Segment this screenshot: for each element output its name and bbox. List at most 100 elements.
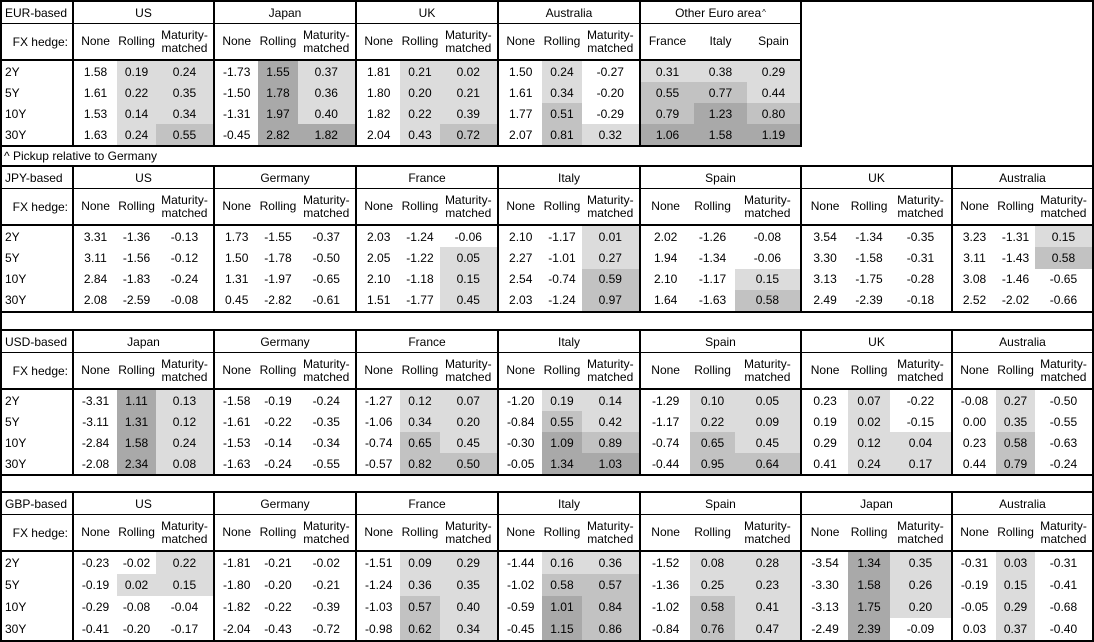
- subheader-label: Maturity-matched: [444, 356, 492, 384]
- value-cell: -1.02: [507, 578, 535, 592]
- value-cell: 2.54: [509, 272, 533, 287]
- value-cell: -0.13: [170, 229, 199, 244]
- value-cell: 0.24: [155, 61, 213, 82]
- value-cell: -3.30: [811, 578, 839, 592]
- value-cell: 0.22: [690, 411, 735, 432]
- group-country-name: Italy: [499, 167, 639, 189]
- value-cell: 0.79: [996, 453, 1035, 474]
- group-country-name: Australia: [953, 167, 1092, 189]
- subheader-label: Italy: [709, 34, 732, 49]
- value-cell: 0.28: [734, 552, 800, 574]
- value-cell: 0.58: [1034, 247, 1092, 269]
- table-row: -0.41 -0.20 -0.17: [74, 618, 213, 640]
- table-row: 1.94 -1.34 -0.06: [641, 247, 800, 268]
- value-cell: 0.84: [581, 596, 639, 618]
- value-cell: 1.77: [509, 106, 533, 121]
- value-cell: 0.35: [889, 552, 951, 574]
- value-cell: -0.74: [651, 435, 680, 450]
- value-cell: 0.95: [690, 453, 735, 474]
- subheader-label: Rolling: [997, 363, 1034, 378]
- value-cell: -3.31: [81, 393, 110, 408]
- value-cell: 0.27: [996, 390, 1035, 411]
- value-cell: -1.77: [406, 293, 434, 308]
- group-france: France None Rolling Maturity-matched -1.51 0.…: [355, 493, 497, 640]
- value-cell: 0.20: [439, 411, 497, 432]
- value-cell: 0.29: [746, 61, 800, 82]
- value-cell: -2.39: [855, 293, 883, 308]
- table-row: 0.55 0.77 0.44: [641, 82, 800, 103]
- value-cell: 1.75: [848, 596, 890, 618]
- value-cell: 0.25: [690, 574, 735, 596]
- subheader-label: None: [222, 34, 252, 49]
- table-row: 0.31 0.38 0.29: [641, 61, 800, 82]
- subheader-label: Maturity-matched: [444, 192, 492, 220]
- subheader-label: Rolling: [118, 34, 155, 49]
- value-cell: -1.80: [223, 578, 251, 592]
- value-cell: -0.50: [1049, 393, 1078, 408]
- value-cell: -0.98: [365, 622, 393, 636]
- value-cell: -0.24: [264, 456, 292, 471]
- value-cell: 0.15: [155, 574, 213, 596]
- value-cell: -0.59: [507, 600, 535, 614]
- group-australia: Australia None Rolling Maturity-matched -0.3…: [951, 493, 1092, 640]
- value-cell: -2.49: [811, 622, 839, 636]
- base-currency-label: JPY-based: [2, 167, 72, 189]
- value-cell: -0.40: [1049, 622, 1078, 636]
- value-cell: -0.41: [1049, 578, 1078, 592]
- value-cell: 0.12: [400, 390, 440, 411]
- value-cell: 1.97: [258, 103, 298, 124]
- value-cell: -1.22: [406, 250, 434, 265]
- subheader-label: Maturity-matched: [586, 356, 634, 384]
- value-cell: 1.73: [225, 229, 249, 244]
- subheader-label: Maturity-matched: [897, 356, 944, 384]
- table-row: -1.27 0.12 0.07: [357, 390, 497, 411]
- value-cell: 1.34: [542, 453, 582, 474]
- subheader-label: None: [222, 525, 252, 540]
- value-cell: -1.50: [223, 85, 251, 100]
- subheader-label: Maturity-matched: [744, 192, 791, 220]
- table-eur-based: EUR-based FX hedge: 2Y 5Y 10Y 30Y US None Rollin…: [0, 0, 802, 147]
- tenor-row-label: 10Y: [5, 272, 27, 287]
- table-row: 0.29 0.12 0.04: [802, 432, 951, 453]
- value-cell: 3.11: [963, 250, 986, 265]
- table-row: -0.84 0.55 0.42: [499, 411, 639, 432]
- subheader-label: Maturity-matched: [897, 192, 944, 220]
- group-country-name: Spain: [641, 493, 800, 515]
- value-cell: 0.39: [439, 103, 497, 124]
- tenor-row-label: 2Y: [5, 393, 20, 408]
- value-cell: -0.08: [960, 393, 989, 408]
- value-cell: 0.15: [996, 574, 1035, 596]
- group-us: US None Rolling Maturity-matched 3.31 -1.36 -0…: [72, 167, 213, 311]
- value-cell: 0.36: [297, 82, 355, 103]
- table-row: 1.50 0.24 -0.27: [499, 61, 639, 82]
- subheader-row: None Rolling Maturity-matched: [953, 189, 1092, 226]
- fx-hedge-label: FX hedge:: [2, 24, 72, 61]
- value-cell: 0.00: [962, 414, 987, 429]
- value-cell: -1.06: [365, 414, 393, 429]
- subheader-label: None: [81, 199, 110, 214]
- value-cell: -2.02: [1001, 293, 1030, 308]
- table-row: -3.54 1.34 0.35: [802, 552, 951, 574]
- subheader-label: None: [81, 34, 110, 49]
- value-cell: -1.44: [507, 556, 535, 570]
- value-cell: 0.20: [889, 596, 951, 618]
- value-cell: -1.02: [651, 600, 680, 614]
- value-cell: 1.64: [653, 293, 678, 308]
- value-cell: -0.14: [264, 435, 292, 450]
- value-cell: 0.22: [400, 103, 440, 124]
- tenor-row-label: 5Y: [5, 250, 20, 265]
- value-cell: -0.65: [1049, 272, 1078, 287]
- value-cell: 1.58: [117, 432, 156, 453]
- value-cell: 2.49: [813, 293, 837, 308]
- group-country-name: UK: [802, 331, 951, 353]
- value-cell: 0.36: [400, 574, 440, 596]
- group-germany: Germany None Rolling Maturity-matched -1.81-…: [213, 493, 355, 640]
- subheader-label: Rolling: [543, 525, 581, 540]
- group-spain: Spain None Rolling Maturity-matched -1.29 0.1…: [639, 331, 800, 474]
- group-country-name: Australia: [499, 2, 639, 24]
- tenor-row-label: 2Y: [5, 64, 20, 79]
- value-cell: -0.45: [223, 127, 251, 142]
- value-cell: 2.10: [653, 272, 678, 287]
- value-cell: -0.24: [170, 272, 199, 287]
- value-cell: 0.45: [734, 432, 800, 453]
